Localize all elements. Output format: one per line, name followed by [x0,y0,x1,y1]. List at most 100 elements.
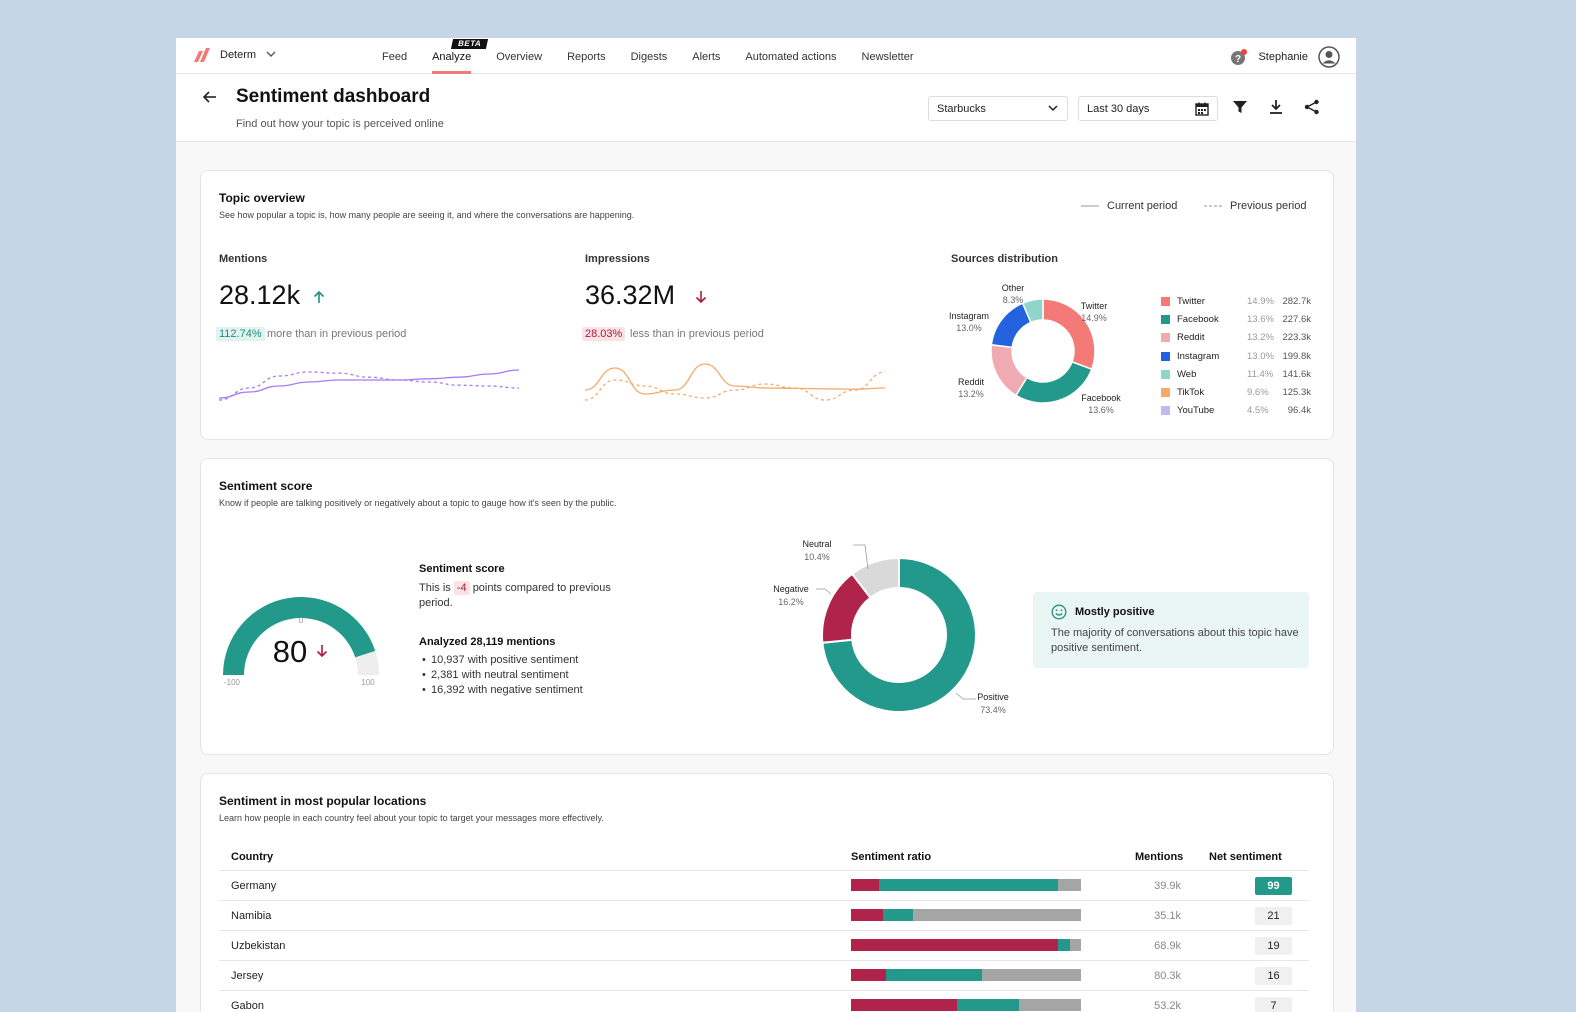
slice-label: Other [1002,283,1025,293]
arrow-down-icon [316,645,328,658]
column-header-country[interactable]: Country [231,851,274,863]
nav-overview[interactable]: Overview [496,51,543,63]
mentions-cell: 39.9k [1154,880,1181,892]
positive-segment [956,999,1019,1011]
legend-swatch [1161,387,1170,397]
nav-feed[interactable]: Feed [382,51,408,63]
legend-percent: 13.0% [1247,350,1274,362]
topic-select[interactable]: Starbucks [928,96,1068,121]
slice-percent: 10.4% [804,552,830,562]
legend-swatch [1161,351,1170,361]
negative-segment [851,909,884,921]
column-header-mentions[interactable]: Mentions [1135,851,1184,863]
date-range-select[interactable]: Last 30 days [1078,96,1218,121]
gauge-score-value: 80 [273,634,307,669]
table-row[interactable]: Namibia 35.1k 21 [219,900,1309,930]
legend-value: 199.8k [1282,350,1311,362]
impressions-label: Impressions [585,253,650,265]
legend-row-tiktok: TikTok 9.6% 125.3k [1161,386,1311,404]
card-description: See how popular a topic is, how many peo… [219,210,635,220]
nav-analyze[interactable]: Analyze BETA [432,38,489,74]
user-name[interactable]: Stephanie [1258,51,1308,63]
net-sentiment-badge: 16 [1255,967,1292,985]
slice-label: Positive [977,692,1009,702]
sentiment-ratio-bar [851,879,1081,891]
legend-label: Facebook [1177,314,1219,326]
sentiment-ratio-bar [851,999,1081,1011]
positive-segment [885,969,983,981]
list-item: 2,381 with neutral sentiment [419,668,583,683]
donut-slice-other[interactable] [1021,298,1044,324]
slice-label: Reddit [958,377,985,387]
slice-percent: 13.0% [956,323,982,333]
card-title: Sentiment in most popular locations [219,794,427,808]
score-post-text: points compared to previous period. [419,582,611,609]
card-title: Sentiment score [219,479,313,493]
mentions-change-note: more than in previous period [267,328,407,340]
donut-slice-neutral[interactable] [850,556,900,600]
filter-icon[interactable] [1232,99,1248,115]
chevron-down-icon [1048,105,1058,112]
help-icon[interactable]: ? [1230,48,1248,66]
top-navigation: Determ Feed Analyze BETA Overview Report… [176,38,1356,74]
legend-row-twitter: Twitter 14.9% 282.7k [1161,295,1311,313]
leader-line [853,544,869,570]
legend-value: 282.7k [1282,296,1311,307]
back-arrow-icon[interactable] [202,90,218,104]
legend-percent: 4.5% [1247,405,1269,417]
sentiment-ratio-bar [851,969,1081,981]
mentions-cell: 35.1k [1154,910,1181,922]
analyzed-heading: Analyzed 28,119 mentions [419,636,556,648]
chevron-down-icon [266,51,276,57]
legend-swatch [1161,297,1170,306]
country-cell: Namibia [231,910,272,922]
legend-value: 96.4k [1287,405,1311,417]
locations-card: Sentiment in most popular locations Lear… [200,773,1334,1012]
user-avatar-icon[interactable] [1318,46,1340,68]
nav-automated-actions[interactable]: Automated actions [745,51,837,63]
legend-value: 223.3k [1282,332,1311,344]
workspace-switcher[interactable]: Determ [194,48,278,62]
nav-alerts[interactable]: Alerts [692,51,721,63]
mentions-label: Mentions [219,253,268,265]
smiley-icon [1051,604,1067,620]
mentions-sparkline [219,369,519,401]
share-icon[interactable] [1304,99,1320,115]
page-title: Sentiment dashboard [236,86,431,107]
country-cell: Gabon [231,1000,265,1012]
app-window: Determ Feed Analyze BETA Overview Report… [176,38,1356,1012]
legend-label: TikTok [1177,386,1205,398]
nav-reports[interactable]: Reports [567,51,606,63]
previous-period-line [219,371,519,401]
legend-percent: 13.2% [1247,332,1274,344]
nav-digests[interactable]: Digests [630,51,668,63]
sources-legend: Twitter 14.9% 282.7k Facebook 13.6% 227.6k Red… [1161,295,1311,422]
slice-label: Instagram [949,311,989,321]
gauge-min-label: -100 [224,678,241,687]
negative-segment [851,939,1058,951]
callout-title: Mostly positive [1075,606,1155,618]
donut-slice-positive[interactable] [821,556,977,713]
table-row[interactable]: Gabon 53.2k 7 [219,990,1309,1012]
mentions-cell: 53.2k [1154,1000,1181,1012]
current-period-line [219,369,519,399]
slice-percent: 13.2% [958,389,984,399]
table-row[interactable]: Germany 39.9k 99 [219,870,1309,900]
download-icon[interactable] [1268,99,1284,115]
page-header: Sentiment dashboard Find out how your to… [176,74,1356,142]
callout-text: The majority of conversations about this… [1051,627,1299,654]
legend-label: Web [1177,368,1197,380]
gauge-track [355,650,379,675]
table-row[interactable]: Jersey 80.3k 16 [219,960,1309,990]
calendar-icon [1195,102,1209,116]
mentions-value: 28.12k [219,280,301,310]
topic-select-value: Starbucks [937,103,986,115]
slice-percent: 73.4% [980,705,1006,715]
table-row[interactable]: Uzbekistan 68.9k 19 [219,930,1309,960]
dashed-line-icon [1204,205,1222,207]
gauge-fill [223,597,376,675]
column-header-net-sentiment[interactable]: Net sentiment [1209,851,1282,863]
legend-previous: Previous period [1204,200,1306,212]
nav-newsletter[interactable]: Newsletter [861,51,914,63]
column-header-sentiment-ratio[interactable]: Sentiment ratio [851,851,932,863]
